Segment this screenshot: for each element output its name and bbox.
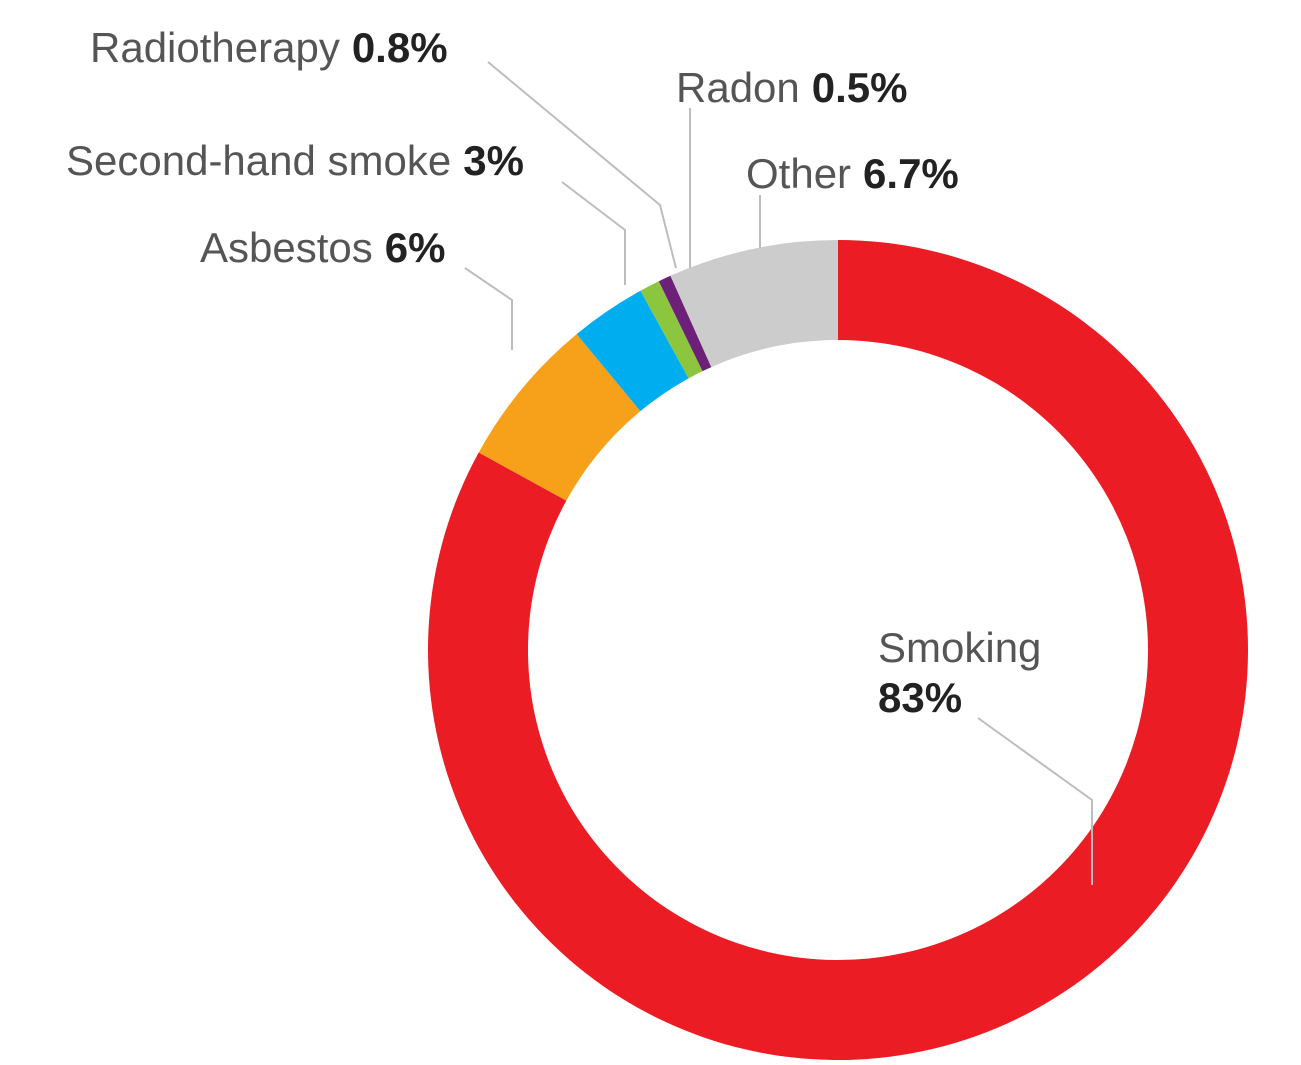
label-other: Other 6.7% bbox=[746, 150, 959, 197]
label-radon-value: 0.5% bbox=[812, 64, 908, 111]
label-smoking-name: Smoking bbox=[878, 624, 1041, 671]
label-asbestos: Asbestos 6% bbox=[200, 224, 445, 271]
slice-radiotherapy bbox=[640, 281, 703, 379]
label-radiotherapy-value: 0.8% bbox=[352, 24, 448, 71]
label-second-hand-smoke: Second-hand smoke 3% bbox=[66, 137, 524, 184]
label-smoking-value: 83% bbox=[878, 674, 962, 721]
leader-line-radiotherapy bbox=[487, 61, 677, 269]
label-radiotherapy: Radiotherapy 0.8% bbox=[90, 24, 448, 71]
slice-radon bbox=[658, 275, 712, 372]
slice-asbestos bbox=[478, 334, 641, 501]
label-other-name: Other bbox=[746, 150, 851, 197]
label-asbestos-name: Asbestos bbox=[200, 224, 373, 271]
leader-line-asbestos bbox=[464, 267, 513, 350]
leader-line-smoking bbox=[977, 717, 1093, 885]
donut-slices bbox=[427, 240, 1248, 1060]
label-radiotherapy-name: Radiotherapy bbox=[90, 24, 340, 71]
label-radon: Radon 0.5% bbox=[676, 64, 908, 111]
leader-line-second-hand-smoke bbox=[561, 181, 626, 285]
label-other-value: 6.7% bbox=[863, 150, 959, 197]
leader-lines bbox=[464, 61, 1093, 885]
slice-second-hand-smoke bbox=[576, 290, 689, 412]
slice-other bbox=[670, 240, 838, 368]
label-smoking: Smoking 83% bbox=[878, 624, 1046, 721]
label-radon-name: Radon bbox=[676, 64, 800, 111]
label-second-hand-smoke-value: 3% bbox=[463, 137, 524, 184]
label-asbestos-value: 6% bbox=[385, 224, 446, 271]
label-second-hand-smoke-name: Second-hand smoke bbox=[66, 137, 451, 184]
